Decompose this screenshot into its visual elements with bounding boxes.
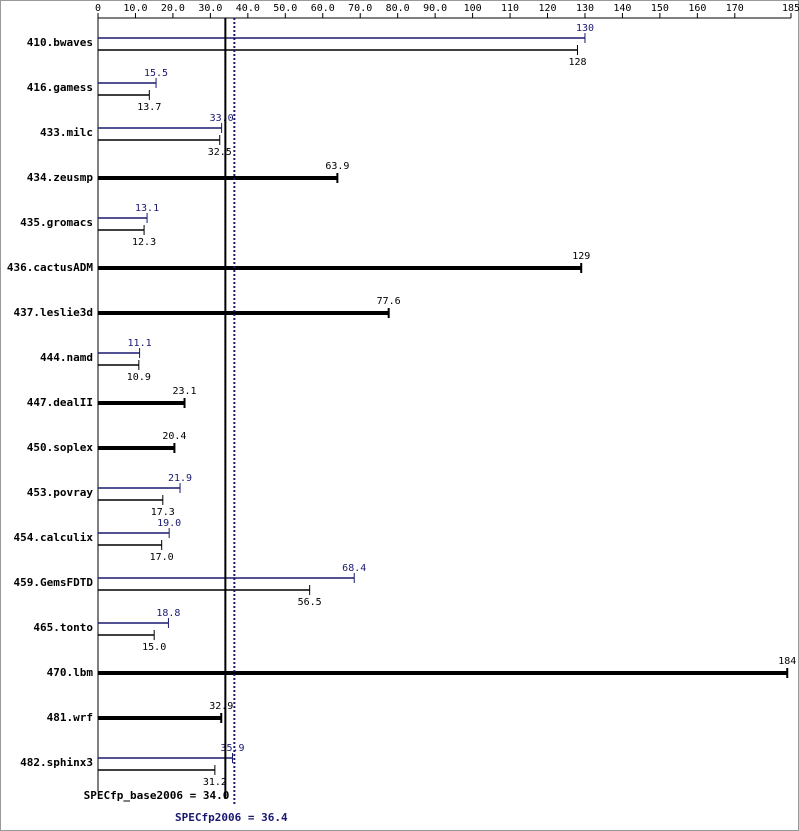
reference-value: 34.0: [203, 789, 230, 802]
bar: [98, 398, 186, 408]
bar: [98, 443, 176, 453]
x-tick-label: 185: [782, 3, 799, 14]
bar: [98, 123, 223, 133]
bar: [98, 713, 223, 723]
category-label: 435.gromacs: [20, 216, 93, 229]
x-tick-label: 30.0: [198, 3, 222, 14]
x-tick-label: 120: [538, 3, 556, 14]
x-tick-label: 10.0: [123, 3, 147, 14]
value-label: 17.0: [150, 552, 174, 563]
bar: [98, 78, 157, 88]
value-label: 63.9: [325, 161, 349, 172]
category-label: 459.GemsFDTD: [14, 576, 94, 589]
x-tick-label: 100: [464, 3, 482, 14]
x-tick-label: 90.0: [423, 3, 447, 14]
category-label: 447.dealII: [27, 396, 93, 409]
value-label: 11.1: [128, 338, 152, 349]
value-label: 32.9: [209, 701, 233, 712]
value-label: 128: [568, 57, 586, 68]
bar: [98, 173, 339, 183]
bar: [98, 308, 390, 318]
x-tick-label: 140: [613, 3, 631, 14]
category-label: 465.tonto: [33, 621, 93, 634]
x-tick-label: 60.0: [311, 3, 335, 14]
bar: [98, 33, 586, 43]
bar: [98, 618, 169, 628]
bar: [98, 528, 170, 538]
value-label: 77.6: [377, 296, 401, 307]
category-label: 454.calculix: [14, 531, 94, 544]
reference-name: SPECfp2006 =: [175, 811, 255, 824]
category-label: 437.leslie3d: [14, 306, 93, 319]
category-label: 482.sphinx3: [20, 756, 93, 769]
value-label: 19.0: [157, 518, 181, 529]
value-label: 68.4: [342, 563, 366, 574]
value-label: 12.3: [132, 237, 156, 248]
x-tick-label: 20.0: [161, 3, 185, 14]
value-label: 32.5: [208, 147, 232, 158]
bar: [98, 540, 163, 550]
value-label: 13.7: [137, 102, 161, 113]
reference-value: 36.4: [261, 811, 288, 824]
value-label: 10.9: [127, 372, 151, 383]
bar: [98, 90, 150, 100]
bar: [98, 348, 141, 358]
x-tick-label: 150: [651, 3, 669, 14]
category-label: 433.milc: [40, 126, 93, 139]
value-label: 15.0: [142, 642, 166, 653]
value-label: 129: [572, 251, 590, 262]
x-tick-label: 50.0: [273, 3, 297, 14]
value-label: 21.9: [168, 473, 192, 484]
bar: [98, 225, 145, 235]
category-label: 481.wrf: [47, 711, 93, 724]
value-label: 17.3: [151, 507, 175, 518]
value-label: 130: [576, 23, 594, 34]
bar: [98, 668, 789, 678]
bar: [98, 135, 221, 145]
bar: [98, 630, 155, 640]
reference-label: SPECfp2006 = 36.4: [175, 811, 288, 824]
x-tick-label: 160: [688, 3, 706, 14]
value-label: 20.4: [162, 431, 186, 442]
bar: [98, 213, 148, 223]
category-label: 450.soplex: [27, 441, 94, 454]
x-tick-label: 110: [501, 3, 519, 14]
category-label: 436.cactusADM: [7, 261, 93, 274]
bar: [98, 753, 233, 763]
x-tick-label: 40.0: [236, 3, 260, 14]
value-label: 31.2: [203, 777, 227, 788]
bar: [98, 585, 311, 595]
value-label: 23.1: [172, 386, 196, 397]
value-label: 33.0: [210, 113, 234, 124]
value-label: 13.1: [135, 203, 159, 214]
reference-label: SPECfp_base2006 = 34.0: [84, 789, 230, 802]
value-label: 18.8: [156, 608, 180, 619]
value-label: 56.5: [298, 597, 322, 608]
category-label: 434.zeusmp: [27, 171, 94, 184]
category-label: 444.namd: [40, 351, 93, 364]
x-tick-label: 0: [95, 3, 101, 14]
bar: [98, 360, 140, 370]
reference-name: SPECfp_base2006 =: [84, 789, 197, 802]
category-label: 453.povray: [27, 486, 94, 499]
value-label: 35.9: [220, 743, 244, 754]
bar: [98, 495, 164, 505]
x-tick-label: 80.0: [386, 3, 410, 14]
value-label: 15.5: [144, 68, 168, 79]
category-label: 416.gamess: [27, 81, 93, 94]
x-tick-label: 70.0: [348, 3, 372, 14]
bar: [98, 263, 583, 273]
x-tick-label: 130: [576, 3, 594, 14]
bar: [98, 765, 216, 775]
x-tick-label: 170: [726, 3, 744, 14]
bar: [98, 483, 181, 493]
category-label: 470.lbm: [47, 666, 94, 679]
category-label: 410.bwaves: [27, 36, 93, 49]
bar: [98, 45, 578, 55]
value-label: 184: [778, 656, 796, 667]
